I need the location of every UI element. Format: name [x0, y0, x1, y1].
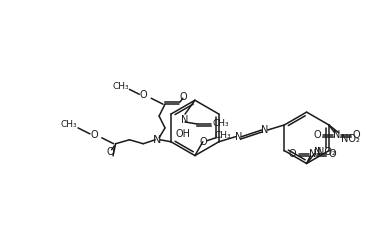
- Text: O: O: [289, 149, 297, 159]
- Text: NO₂: NO₂: [317, 147, 337, 157]
- Text: N: N: [235, 132, 242, 142]
- Text: CH₃: CH₃: [112, 82, 129, 91]
- Text: O: O: [313, 130, 321, 140]
- Text: O: O: [180, 92, 188, 102]
- Text: O: O: [90, 130, 98, 140]
- Text: O: O: [353, 130, 360, 140]
- Text: CH₃: CH₃: [214, 131, 231, 140]
- Text: O: O: [107, 147, 114, 157]
- Text: N: N: [153, 135, 161, 145]
- Text: N: N: [309, 149, 316, 159]
- Text: CH₃: CH₃: [61, 120, 77, 129]
- Text: OH: OH: [176, 129, 191, 139]
- Text: CH₃: CH₃: [212, 120, 229, 128]
- Text: N: N: [314, 147, 321, 157]
- Text: O: O: [329, 149, 336, 159]
- Text: N: N: [181, 115, 189, 125]
- Text: NO₂: NO₂: [341, 134, 359, 144]
- Text: N: N: [261, 125, 268, 135]
- Text: O: O: [139, 90, 147, 100]
- Text: O: O: [199, 137, 207, 147]
- Text: N: N: [333, 130, 341, 140]
